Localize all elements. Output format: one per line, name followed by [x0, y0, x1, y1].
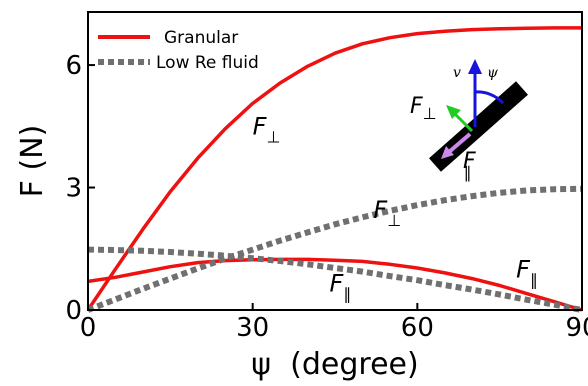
- legend-label-low-re: Low Re fluid: [156, 53, 259, 73]
- x-tick-label: 60: [401, 313, 434, 343]
- series-line-granular-perp: [86, 26, 582, 311]
- velocity-arrowhead: [468, 59, 482, 74]
- curve-annotation: F∥: [516, 255, 538, 289]
- fpar-arrow: [447, 132, 472, 154]
- series-layer: [86, 26, 583, 313]
- fperp-arrowhead: [446, 105, 461, 119]
- x-axis-label: ψ (degree): [251, 347, 418, 382]
- legend-label-granular: Granular: [164, 28, 238, 48]
- fpar-arrowhead: [441, 146, 454, 159]
- curve-annotation: F∥: [330, 270, 352, 304]
- y-tick-label: 0: [65, 296, 82, 326]
- y-tick-label: 3: [65, 174, 82, 204]
- plot-frame: [87, 11, 583, 311]
- annotation-layer: F⊥ F⊥ F∥ F∥: [253, 112, 538, 303]
- tick-layer: 0 30 60 90 0 3 6: [65, 51, 588, 343]
- inset-diagram: v ψ F⊥ F∥: [410, 59, 528, 182]
- inset-label-fperp: F⊥: [410, 94, 437, 123]
- x-tick-label: 90: [565, 313, 588, 343]
- x-tick-label: 0: [80, 313, 97, 343]
- y-axis-label: F (N): [15, 125, 50, 198]
- series-line-granular-par: [87, 257, 583, 312]
- legend: Granular Low Re fluid: [98, 28, 259, 73]
- series-line-low-re-perp: [86, 185, 583, 313]
- inset-label-psi: ψ: [487, 65, 499, 81]
- fperp-arrow: [453, 112, 474, 133]
- inset-label-v: v: [453, 65, 461, 81]
- curve-annotation: F⊥: [373, 196, 401, 230]
- series-line-low-re-par: [87, 246, 583, 313]
- x-tick-label: 30: [236, 313, 269, 343]
- psi-arc: [474, 90, 505, 105]
- inset-label-fpar: F∥: [463, 149, 476, 182]
- y-tick-label: 6: [65, 51, 82, 81]
- curve-annotation: F⊥: [253, 112, 281, 146]
